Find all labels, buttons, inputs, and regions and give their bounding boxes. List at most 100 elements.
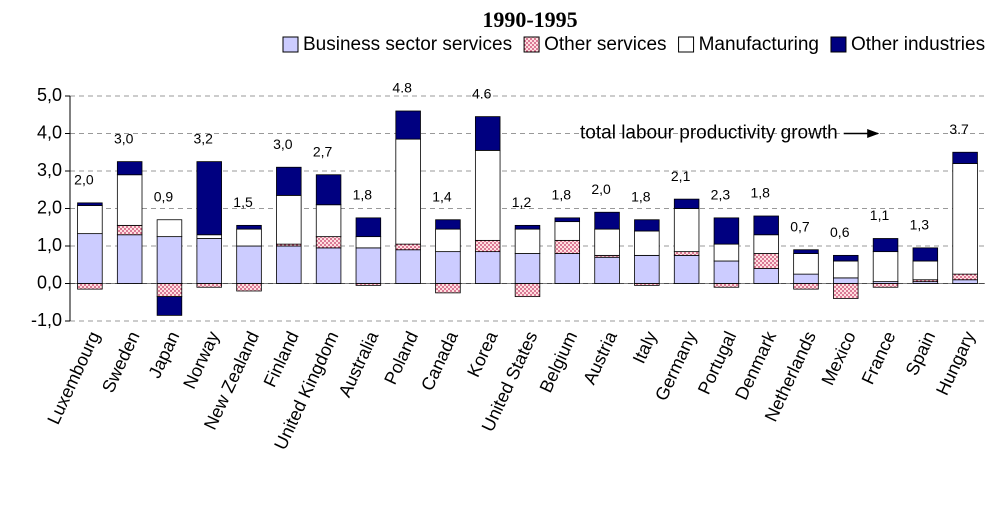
bar-segment: [514, 224, 541, 230]
total-label: 3,2: [194, 130, 214, 146]
bar-segment: [156, 283, 183, 298]
bar-segment: [833, 254, 859, 262]
y-tick-label: 4,0: [37, 122, 62, 142]
legend-label: Other industries: [851, 34, 985, 55]
bar-segment: [554, 221, 581, 241]
bar-segment: [713, 243, 740, 262]
bar-segment: [156, 296, 183, 316]
bar-segment: [435, 283, 461, 294]
total-label: 1,5: [233, 194, 253, 210]
x-tick-label: Spain: [902, 328, 940, 378]
y-tick-label: 1,0: [37, 235, 62, 255]
total-label: 4.8: [392, 80, 412, 96]
bar-segment: [833, 283, 859, 299]
x-tick-label: Hungary: [932, 328, 979, 398]
bar-segment: [952, 273, 978, 281]
bar-segment: [196, 283, 222, 288]
bar-segment: [753, 215, 779, 236]
bar-segment: [514, 283, 541, 298]
total-label: 2,0: [74, 172, 94, 188]
x-tick-label: Belgium: [536, 328, 582, 395]
bar-segment: [912, 247, 939, 262]
bar-segment: [315, 204, 342, 238]
legend-swatch: [523, 36, 540, 53]
y-tick-label: -1,0: [31, 310, 62, 330]
total-label: 2,3: [711, 187, 731, 203]
total-label: 2,1: [671, 168, 691, 184]
bar-segment: [594, 211, 620, 230]
bar-segment: [196, 234, 222, 239]
bar-segment: [474, 251, 501, 284]
bar-segment: [872, 283, 899, 288]
bar-segment: [156, 236, 183, 284]
x-tick-label: Korea: [463, 327, 502, 380]
y-tick-label: 5,0: [37, 85, 62, 105]
x-tick-label: Poland: [380, 328, 422, 387]
bar-segment: [594, 256, 620, 284]
total-label: 3.7: [949, 121, 969, 137]
bar-segment: [554, 253, 581, 284]
bar-segment: [753, 268, 779, 284]
x-tick-label: Australia: [335, 327, 383, 400]
bar-segment: [753, 234, 779, 254]
bar-segment: [116, 224, 143, 236]
bar-segment: [116, 161, 143, 176]
total-label: 0,6: [830, 224, 850, 240]
total-label: 3,0: [114, 130, 134, 146]
total-label: 1,2: [512, 194, 532, 210]
total-label: 1,8: [750, 185, 770, 201]
bar-segment: [872, 251, 899, 283]
x-tick-label: Canada: [417, 327, 462, 393]
bar-segment: [156, 219, 183, 238]
total-label: 1,3: [910, 217, 930, 233]
x-tick-label: Portugal: [694, 328, 740, 397]
bar-segment: [514, 228, 541, 254]
bar-segment: [912, 260, 939, 281]
bar-segment: [872, 238, 899, 253]
x-tick-label: Austria: [579, 327, 621, 387]
bar-segment: [355, 236, 382, 249]
bar-segment: [77, 205, 103, 235]
bar-segment: [355, 247, 382, 284]
x-tick-label: Finland: [260, 328, 303, 390]
bar-segment: [753, 253, 779, 269]
bar-segment: [833, 260, 859, 279]
bar-segment: [673, 198, 700, 209]
bar-segment: [793, 249, 819, 254]
x-tick-label: Norway: [179, 328, 223, 392]
bar-segment: [77, 202, 103, 206]
x-tick-label: Italy: [629, 328, 661, 366]
total-label: 1,8: [353, 187, 373, 203]
bar-segment: [474, 239, 501, 253]
bar-segment: [276, 194, 302, 245]
bar-segment: [196, 238, 222, 284]
bar-segment: [116, 174, 143, 226]
bar-segment: [474, 116, 501, 151]
total-label: 2,7: [313, 143, 333, 159]
bar-segment: [395, 138, 421, 245]
bar-segment: [673, 254, 700, 284]
bar-segment: [952, 151, 978, 164]
bar-segment: [713, 260, 740, 284]
total-label: 1,8: [631, 188, 651, 204]
bar-segment: [236, 245, 262, 284]
bar-segment: [355, 217, 382, 238]
total-label: 0,9: [154, 188, 174, 204]
bar-segment: [435, 219, 461, 230]
bar-segment: [315, 247, 342, 284]
bar-segment: [395, 110, 421, 140]
bar-segment: [634, 219, 660, 232]
bar-segment: [554, 217, 581, 223]
bar-segment: [952, 163, 978, 275]
legend-label: Manufacturing: [699, 34, 819, 55]
legend-label: Business sector services: [303, 34, 512, 55]
bar-segment: [236, 224, 262, 230]
total-label: 2,0: [591, 181, 611, 197]
total-label: 1,4: [432, 188, 452, 204]
bar-segment: [793, 253, 819, 275]
bar-segment: [713, 217, 740, 245]
bar-segment: [77, 283, 103, 290]
annotation: total labour productivity growth: [580, 123, 838, 144]
bar-segment: [952, 279, 978, 284]
bar-segment: [236, 283, 262, 292]
